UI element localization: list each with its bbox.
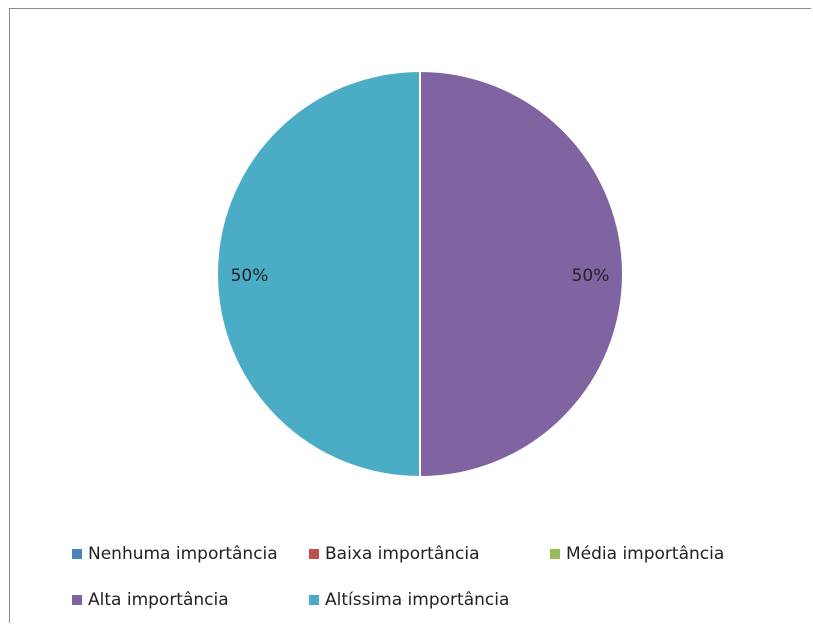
legend-item-alta: Alta importância (72, 590, 229, 610)
legend-label: Alta importância (88, 590, 229, 610)
legend-item-media: Média importância (550, 544, 724, 564)
legend-label: Altíssima importância (325, 590, 510, 610)
legend-row: Alta importância Altíssima importância (72, 590, 772, 636)
legend-swatch (309, 595, 319, 605)
legend-item-altissima: Altíssima importância (309, 590, 509, 610)
legend-swatch (550, 549, 560, 559)
legend-item-baixa: Baixa importância (309, 544, 480, 564)
legend-row: Nenhuma importância Baixa importância Mé… (72, 544, 772, 590)
pie-slice-3 (419, 69, 624, 479)
legend-swatch (72, 595, 82, 605)
pie-slice-4 (216, 69, 421, 479)
legend: Nenhuma importância Baixa importância Mé… (72, 544, 772, 636)
legend-label: Nenhuma importância (88, 544, 278, 564)
legend-swatch (72, 549, 82, 559)
data-label-3: 50% (572, 266, 610, 286)
legend-label: Média importância (566, 544, 725, 564)
legend-item-nenhuma: Nenhuma importância (72, 544, 278, 564)
legend-swatch (309, 549, 319, 559)
data-label-4: 50% (231, 266, 269, 286)
legend-label: Baixa importância (325, 544, 480, 564)
